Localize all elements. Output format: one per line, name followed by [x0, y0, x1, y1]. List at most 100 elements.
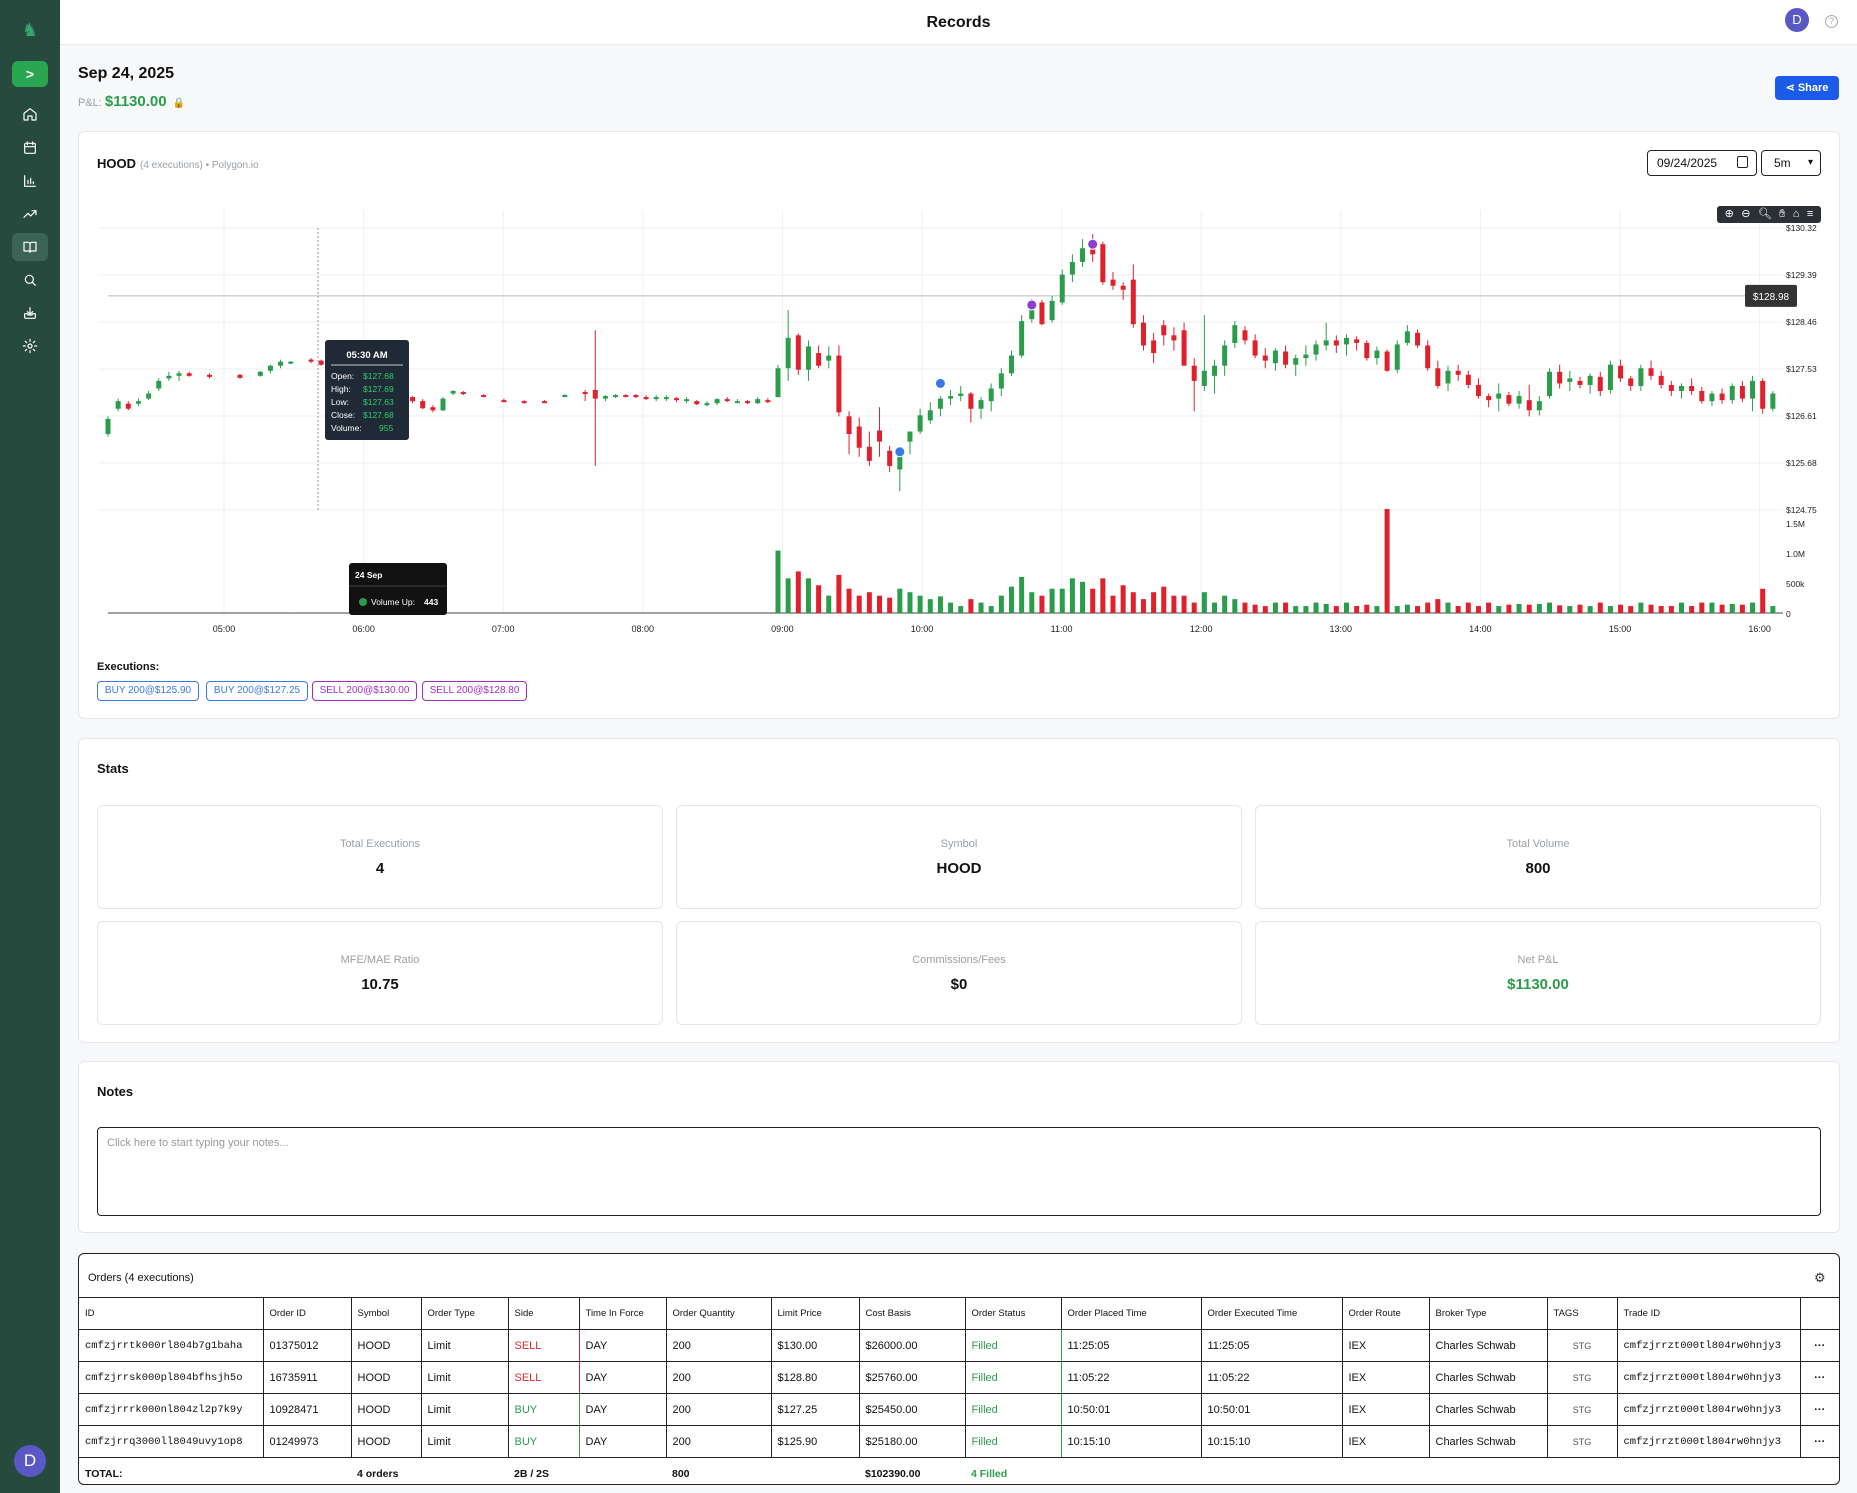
candle-body[interactable] — [1567, 378, 1573, 382]
volume-bar[interactable] — [785, 578, 791, 613]
table-cell[interactable]: ··· — [1800, 1425, 1839, 1458]
candle-body[interactable] — [673, 398, 679, 401]
candle-body[interactable] — [1354, 339, 1360, 343]
candle-body[interactable] — [1364, 342, 1370, 359]
candle-body[interactable] — [1404, 331, 1410, 343]
volume-bar[interactable] — [897, 588, 903, 613]
candle-body[interactable] — [1526, 400, 1532, 411]
candle-body[interactable] — [998, 373, 1004, 389]
table-cell[interactable]: ··· — [1800, 1329, 1839, 1362]
volume-bar[interactable] — [1049, 588, 1055, 613]
sidebar-item-reports[interactable] — [12, 167, 48, 195]
sidebar-item-settings[interactable] — [12, 332, 48, 360]
volume-bar[interactable] — [1354, 606, 1360, 613]
pan-icon[interactable]: ✋︎ — [1779, 208, 1786, 220]
column-header[interactable]: Side — [508, 1297, 580, 1330]
volume-bar[interactable] — [1029, 592, 1035, 613]
candle-body[interactable] — [1293, 358, 1299, 365]
execution-marker[interactable] — [1026, 299, 1038, 311]
candle-body[interactable] — [1638, 368, 1644, 386]
volume-bar[interactable] — [1618, 604, 1624, 613]
volume-bar[interactable] — [1506, 604, 1512, 613]
candle-body[interactable] — [542, 401, 548, 404]
volume-bar[interactable] — [1658, 606, 1664, 613]
volume-bar[interactable] — [1475, 606, 1481, 613]
candle-body[interactable] — [288, 361, 294, 364]
candle-body[interactable] — [1181, 330, 1187, 366]
candle-body[interactable] — [1760, 380, 1766, 409]
calendar-icon[interactable] — [1737, 156, 1748, 168]
volume-bar[interactable] — [1648, 604, 1654, 613]
volume-bar[interactable] — [805, 578, 811, 613]
volume-bar[interactable] — [1607, 606, 1613, 613]
candle-body[interactable] — [1607, 364, 1613, 391]
volume-bar[interactable] — [1212, 602, 1218, 613]
volume-bar[interactable] — [1019, 576, 1025, 613]
sidebar-item-journal[interactable] — [12, 233, 48, 261]
volume-bar[interactable] — [1303, 606, 1309, 613]
column-header[interactable]: TAGS — [1547, 1297, 1618, 1330]
candle-body[interactable] — [704, 403, 710, 406]
candle-body[interactable] — [907, 431, 913, 442]
candle-body[interactable] — [1557, 371, 1563, 384]
candle-body[interactable] — [105, 418, 111, 435]
column-header[interactable]: Limit Price — [771, 1297, 860, 1330]
volume-bar[interactable] — [1445, 602, 1451, 613]
candle-body[interactable] — [1008, 355, 1014, 374]
candle-body[interactable] — [1465, 374, 1471, 385]
candle-body[interactable] — [623, 395, 629, 398]
candle-body[interactable] — [1313, 344, 1319, 355]
volume-bar[interactable] — [1313, 602, 1319, 613]
candle-body[interactable] — [978, 400, 984, 409]
menu-icon[interactable]: ≡ — [1806, 208, 1814, 220]
volume-bar[interactable] — [1110, 595, 1116, 613]
candle-body[interactable] — [795, 335, 801, 370]
candle-body[interactable] — [1577, 380, 1583, 385]
volume-bar[interactable] — [1090, 588, 1096, 613]
candle-body[interactable] — [1140, 322, 1146, 346]
candle-body[interactable] — [1455, 370, 1461, 375]
volume-bar[interactable] — [887, 597, 893, 613]
candle-body[interactable] — [846, 416, 852, 435]
execution-marker[interactable] — [1087, 238, 1099, 250]
candle-body[interactable] — [450, 391, 456, 394]
candle-body[interactable] — [1597, 376, 1603, 392]
candle-body[interactable] — [745, 401, 751, 404]
execution-chip[interactable]: SELL 200@$130.00 — [312, 681, 417, 701]
candle-body[interactable] — [562, 395, 568, 398]
candle-body[interactable] — [1739, 385, 1745, 399]
candle-body[interactable] — [1303, 354, 1309, 359]
volume-bar[interactable] — [1080, 581, 1086, 613]
volume-bar[interactable] — [988, 606, 994, 613]
candle-body[interactable] — [724, 399, 730, 402]
volume-bar[interactable] — [998, 595, 1004, 613]
volume-bar[interactable] — [927, 599, 933, 613]
candle-body[interactable] — [1252, 340, 1258, 356]
candle-body[interactable] — [1323, 340, 1329, 346]
volume-bar[interactable] — [1729, 603, 1735, 613]
volume-bar[interactable] — [1151, 592, 1157, 613]
more-actions-icon[interactable]: ··· — [1814, 1403, 1826, 1416]
candle-body[interactable] — [308, 359, 314, 362]
date-picker-input[interactable]: 09/24/2025 — [1647, 150, 1757, 176]
execution-marker[interactable] — [894, 446, 906, 458]
volume-bar[interactable] — [1394, 606, 1400, 613]
candle-body[interactable] — [1090, 249, 1096, 255]
volume-bar[interactable] — [1536, 603, 1542, 613]
volume-bar[interactable] — [1557, 605, 1563, 613]
candle-body[interactable] — [1618, 365, 1624, 379]
candle-body[interactable] — [135, 401, 141, 404]
candle-body[interactable] — [501, 400, 507, 403]
candle-body[interactable] — [856, 426, 862, 448]
candle-body[interactable] — [1536, 401, 1542, 411]
volume-bar[interactable] — [1750, 602, 1756, 613]
column-header[interactable]: ID — [79, 1297, 264, 1330]
volume-bar[interactable] — [1232, 599, 1238, 613]
volume-bar[interactable] — [816, 585, 822, 613]
candle-body[interactable] — [1729, 385, 1735, 401]
candle-body[interactable] — [186, 373, 192, 376]
volume-bar[interactable] — [1130, 592, 1136, 613]
candle-body[interactable] — [1069, 261, 1075, 275]
column-header[interactable]: Time In Force — [579, 1297, 667, 1330]
volume-bar[interactable] — [968, 599, 974, 613]
